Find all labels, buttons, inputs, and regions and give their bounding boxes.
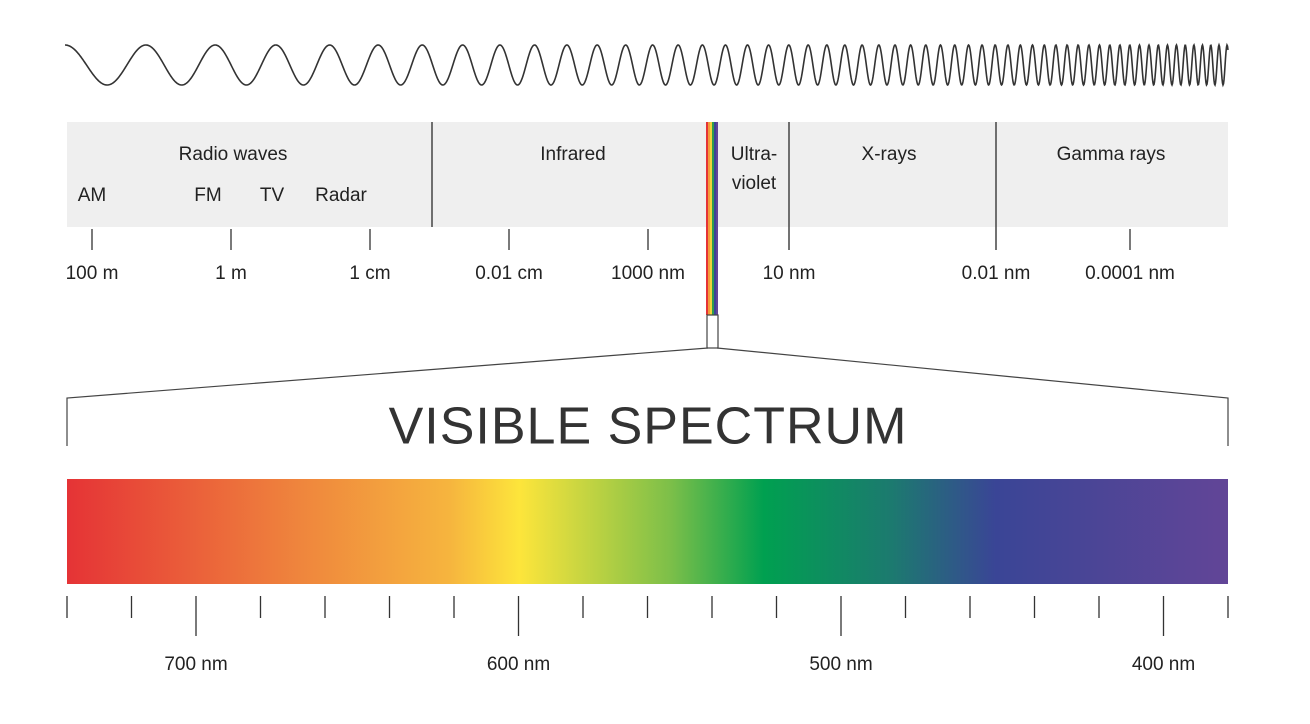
wavelength-label: 400 nm (1132, 654, 1195, 675)
wavelength-label: 700 nm (164, 654, 227, 675)
wavelength-label: 500 nm (809, 654, 872, 675)
zoom-line (66, 347, 709, 446)
wave (64, 42, 1229, 88)
scales: 100 m 1 m 1 cm 0.01 cm 1000 nm 10 nm 0.01 nm 0.… (66, 229, 1229, 675)
visible-strip (706, 122, 718, 315)
title: VISIBLE SPECTRUM (389, 398, 908, 456)
scale-label: 1 m (215, 263, 247, 284)
strip-stripe (714, 122, 716, 315)
visible-gradient (67, 479, 1228, 584)
scale-label: 0.01 nm (962, 263, 1031, 284)
strip-box (706, 314, 719, 349)
strip-stripe (712, 122, 714, 315)
sub-label: TV (260, 185, 285, 206)
band-label: violet (732, 173, 777, 194)
scale-label: 100 m (66, 263, 119, 284)
strip-stripe (708, 122, 710, 315)
band-background (67, 122, 1228, 227)
sub-label: Radar (315, 185, 367, 206)
band-label: Gamma rays (1057, 144, 1166, 165)
strip-stripe (716, 122, 718, 315)
band-label: Infrared (540, 144, 605, 165)
scale-label: 0.0001 nm (1085, 263, 1175, 284)
band-label: Radio waves (179, 144, 288, 165)
band-label: X-rays (862, 144, 917, 165)
strip-stripe (710, 122, 712, 315)
sub-label: FM (194, 185, 221, 206)
strip-stripe (706, 122, 708, 315)
scale-label: 10 nm (763, 263, 816, 284)
scale-label: 1 cm (349, 263, 390, 284)
scale-label: 0.01 cm (475, 263, 543, 284)
wavelength-label: 600 nm (487, 654, 550, 675)
zoom-line (716, 347, 1229, 446)
sub-label: AM (78, 185, 107, 206)
scale-label: 1000 nm (611, 263, 685, 284)
band-label: Ultra- (731, 144, 777, 165)
